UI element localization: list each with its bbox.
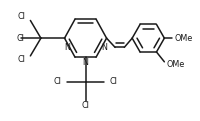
Text: N: N [101,43,107,52]
Text: Cl: Cl [110,77,118,86]
Text: Cl: Cl [82,101,89,110]
Text: OMe: OMe [175,34,193,43]
Text: Cl: Cl [17,55,25,64]
Text: N: N [83,58,88,67]
Text: N: N [64,43,70,52]
Text: OMe: OMe [167,60,185,69]
Text: Cl: Cl [53,77,61,86]
Text: Cl: Cl [17,12,25,21]
Text: Cl: Cl [17,34,24,43]
